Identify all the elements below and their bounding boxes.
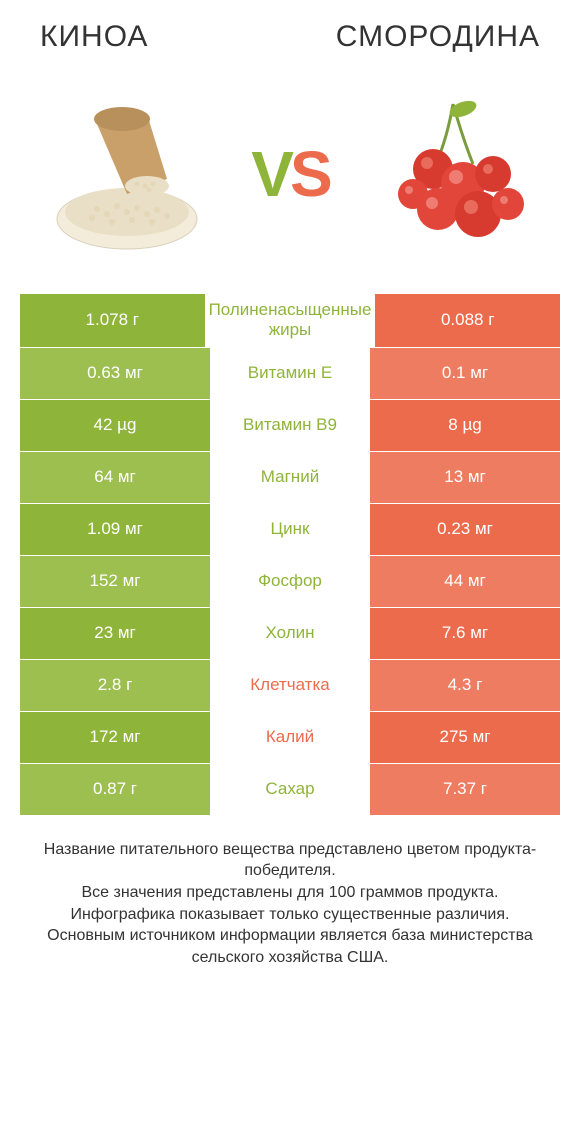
nutrient-label: Цинк [210,504,370,555]
quinoa-icon [37,84,217,264]
table-row: 1.09 мгЦинк0.23 мг [20,503,560,555]
right-value: 275 мг [370,712,560,763]
table-row: 152 мгФосфор44 мг [20,555,560,607]
left-value: 42 µg [20,400,210,451]
left-food-title: КИНОА [40,20,148,54]
nutrient-label: Сахар [210,764,370,815]
right-value: 0.088 г [375,294,560,347]
left-value: 152 мг [20,556,210,607]
table-row: 23 мгХолин7.6 мг [20,607,560,659]
nutrient-label: Калий [210,712,370,763]
footer-line: Название питательного вещества представл… [20,839,560,882]
left-value: 0.63 мг [20,348,210,399]
nutrient-label: Фосфор [210,556,370,607]
footer-line: Инфографика показывает только существенн… [20,904,560,926]
table-row: 0.87 гСахар7.37 г [20,763,560,815]
left-value: 1.078 г [20,294,205,347]
images-row: VS [0,64,580,294]
comparison-table: 1.078 гПолиненасыщенные жиры0.088 г0.63 … [0,294,580,815]
vs-label: VS [251,137,328,211]
footer-line: Все значения представлены для 100 граммо… [20,882,560,904]
right-value: 44 мг [370,556,560,607]
table-row: 0.63 мгВитамин E0.1 мг [20,347,560,399]
right-value: 8 µg [370,400,560,451]
table-row: 1.078 гПолиненасыщенные жиры0.088 г [20,294,560,347]
nutrient-label: Холин [210,608,370,659]
right-value: 0.23 мг [370,504,560,555]
left-value: 64 мг [20,452,210,503]
left-value: 172 мг [20,712,210,763]
right-value: 7.37 г [370,764,560,815]
footer-text: Название питательного вещества представл… [0,815,580,969]
left-value: 1.09 мг [20,504,210,555]
right-value: 7.6 мг [370,608,560,659]
nutrient-label: Магний [210,452,370,503]
nutrient-label: Витамин E [210,348,370,399]
table-row: 64 мгМагний13 мг [20,451,560,503]
left-value: 23 мг [20,608,210,659]
right-value: 0.1 мг [370,348,560,399]
nutrient-label: Клетчатка [210,660,370,711]
currant-icon [363,84,543,264]
footer-line: Основным источником информации является … [20,925,560,968]
left-value: 0.87 г [20,764,210,815]
titles-row: КИНОА СМОРОДИНА [0,0,580,64]
nutrient-label: Витамин B9 [210,400,370,451]
table-row: 2.8 гКлетчатка4.3 г [20,659,560,711]
nutrient-label: Полиненасыщенные жиры [205,294,376,347]
right-value: 4.3 г [370,660,560,711]
left-value: 2.8 г [20,660,210,711]
table-row: 42 µgВитамин B98 µg [20,399,560,451]
right-value: 13 мг [370,452,560,503]
right-food-title: СМОРОДИНА [336,20,540,54]
table-row: 172 мгКалий275 мг [20,711,560,763]
